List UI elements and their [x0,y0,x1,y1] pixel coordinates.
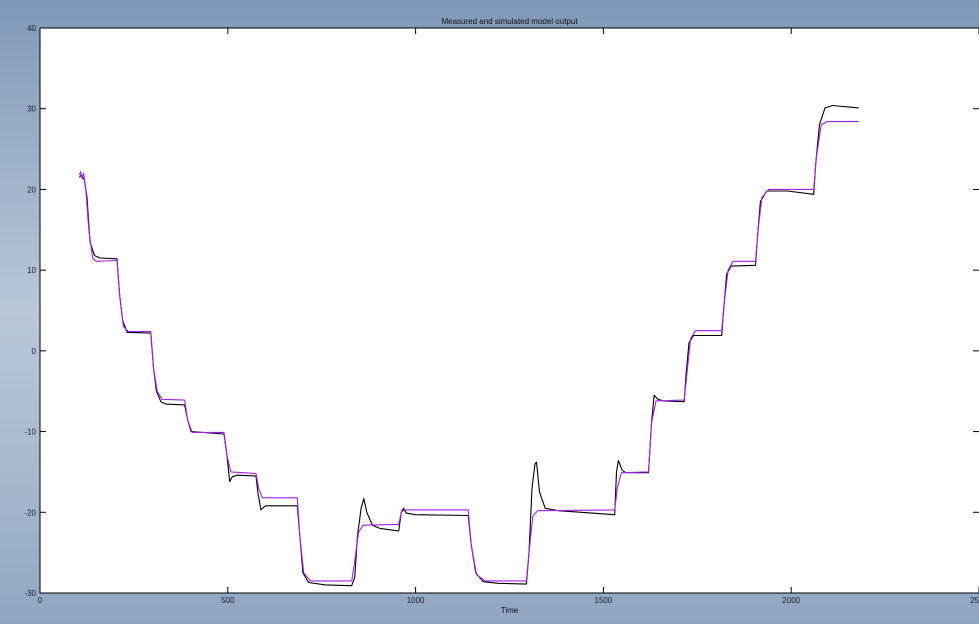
y-tick-label: -10 [24,428,36,437]
x-tick-label: 1000 [407,596,425,605]
chart-title: Measured and simulated model output [441,17,578,26]
y-tick-label: 20 [27,185,36,194]
x-tick-label: 1500 [595,596,613,605]
y-tick-label: 30 [27,105,36,114]
plot-area [39,27,979,594]
x-tick-label: 0 [38,596,43,605]
y-tick-label: -20 [24,508,36,517]
series-lines [78,104,859,587]
x-axis-label: Time [501,606,519,615]
y-tick-label: 0 [32,347,37,356]
x-tick-label: 2500 [970,596,979,605]
x-tick-label: 500 [221,596,235,605]
y-tick-label: 10 [27,266,36,275]
y-tick-label: 40 [27,24,36,33]
y-tick-label: -30 [24,589,36,598]
series-line-simulated [78,121,859,582]
series-line-measured [78,104,859,587]
axis-ticks: 0 500 1000 1500 2000 2500 -30 -20 -10 0 10 20 30 40 [24,24,979,605]
x-tick-label: 2000 [782,596,800,605]
